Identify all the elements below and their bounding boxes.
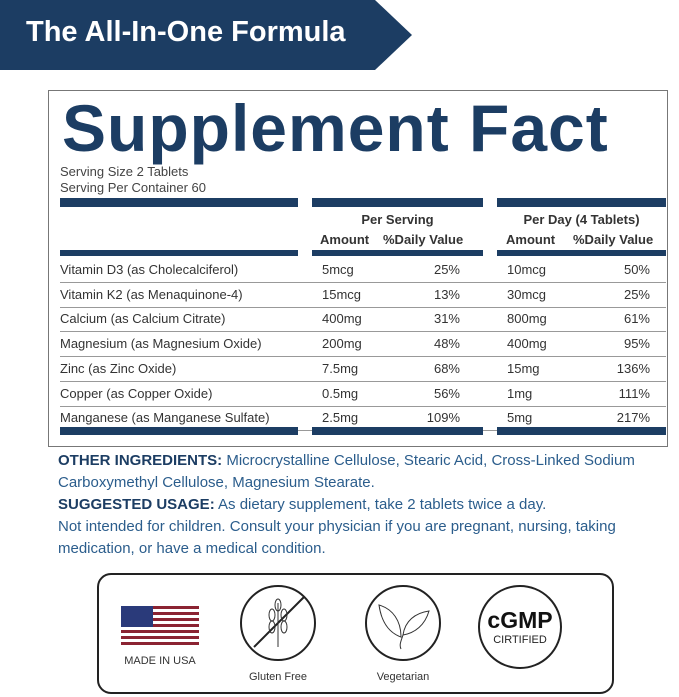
table-row: Vitamin D3 (as Cholecalciferol) 5mcg 25% 10… [60,258,666,283]
made-in-usa-badge: MADE IN USA [120,606,200,667]
table-row: Calcium (as Calcium Citrate) 400mg 31% 800m… [60,307,666,333]
gluten-free-badge: Gluten Free [238,585,318,683]
serving-daily-value: 68% [433,360,460,376]
day-daily-value: 25% [623,286,650,302]
day-amount: 15mg [507,360,540,376]
day-amount: 800mg [507,311,547,327]
serving-amount: 400mg [322,311,362,327]
day-daily-value: 136% [616,360,650,376]
usa-flag-icon [121,606,199,645]
facts-title: Supplement Fact [62,91,609,165]
divider-bar [60,427,298,435]
suggested-usage-label: SUGGESTED USAGE: [58,496,215,513]
amount-header: Amount [506,232,556,247]
made-in-usa-label: MADE IN USA [124,655,196,667]
serving-daily-value: 31% [433,311,460,327]
daily-value-header: %Daily Value [383,232,464,247]
divider-bar [312,198,483,207]
serving-amount: 5mcg [322,262,354,277]
serving-size: Serving Size 2 Tablets [60,164,189,179]
cgmp-seal-icon: cGMP CIRTIFIED [478,585,562,669]
vegetarian-label: Vegetarian [376,671,430,683]
header-banner: The All-In-One Formula [0,0,412,70]
nutrient-name: Copper (as Copper Oxide) [60,385,213,401]
day-daily-value: 111% [618,385,650,401]
gluten-free-icon [240,585,316,661]
other-ingredients: OTHER INGREDIENTS: Microcrystalline Cell… [58,450,673,494]
day-amount: 1mg [507,385,533,401]
vegetarian-badge: Vegetarian [363,585,443,683]
vegetarian-leaf-icon [365,585,441,661]
serving-amount: 200mg [322,336,362,352]
per-day-header: Per Day (4 Tablets) [523,212,640,227]
supplement-facts-panel [48,90,668,447]
serving-amount: 7.5mg [322,360,359,376]
gluten-free-label: Gluten Free [248,671,308,683]
suggested-usage-text: As dietary supplement, take 2 tablets tw… [214,496,547,513]
divider-bar [497,427,666,435]
serving-daily-value: 13% [433,286,460,302]
cgmp-badge: cGMP CIRTIFIED [478,585,562,669]
nutrient-name: Magnesium (as Magnesium Oxide) [60,336,262,352]
day-amount: 10mcg [507,262,547,277]
certification-badges [97,573,614,694]
nutrient-name: Manganese (as Manganese Sulfate) [60,410,270,426]
servings-per-container: Serving Per Container 60 [60,180,206,195]
day-amount: 5mg [507,410,533,426]
nutrient-name: Calcium (as Calcium Citrate) [60,311,226,327]
day-amount: 400mg [507,336,547,352]
cgmp-label: cGMP [487,607,553,633]
table-row: Manganese (as Manganese Sulfate) 2.5mg 109… [60,406,666,432]
divider-bar [60,250,298,256]
per-serving-header: Per Serving [361,212,434,227]
warning-text: Not intended for children. Consult your … [58,518,616,557]
divider-bar [312,250,483,256]
serving-daily-value: 56% [433,385,460,401]
day-daily-value: 50% [623,262,650,277]
daily-value-header: %Daily Value [573,232,654,247]
certified-label: CIRTIFIED [493,634,547,646]
day-daily-value: 61% [623,311,650,327]
nutrient-name: Vitamin D3 (as Cholecalciferol) [60,262,239,277]
divider-bar [312,427,483,435]
serving-amount: 2.5mg [322,410,359,426]
nutrient-name: Zinc (as Zinc Oxide) [60,360,177,376]
amount-header: Amount [320,232,370,247]
table-row: Magnesium (as Magnesium Oxide) 200mg 48% 40… [60,332,666,358]
divider-bar [497,198,666,207]
serving-amount: 15mcg [322,286,362,302]
divider-bar [497,250,666,256]
table-row: Vitamin K2 (as Menaquinone-4) 15mcg 13% 30m… [60,283,666,308]
table-row: Copper (as Copper Oxide) 0.5mg 56% 1mg 111% [60,382,666,407]
serving-amount: 0.5mg [322,385,359,401]
table-row: Zinc (as Zinc Oxide) 7.5mg 68% 15mg 136% [60,357,666,382]
banner-title: The All-In-One Formula [26,16,346,48]
suggested-usage: SUGGESTED USAGE: As dietary supplement, … [58,494,673,516]
day-amount: 30mcg [507,286,547,302]
nutrient-name: Vitamin K2 (as Menaquinone-4) [60,286,243,302]
day-daily-value: 95% [623,336,650,352]
serving-daily-value: 109% [426,410,460,426]
divider-bar [60,198,298,207]
serving-daily-value: 48% [433,336,460,352]
other-ingredients-label: OTHER INGREDIENTS: [58,452,223,469]
other-ingredients-text: Microcrystalline Cellulose, Stearic Acid… [58,452,635,491]
serving-daily-value: 25% [433,262,460,277]
day-daily-value: 217% [616,410,650,426]
